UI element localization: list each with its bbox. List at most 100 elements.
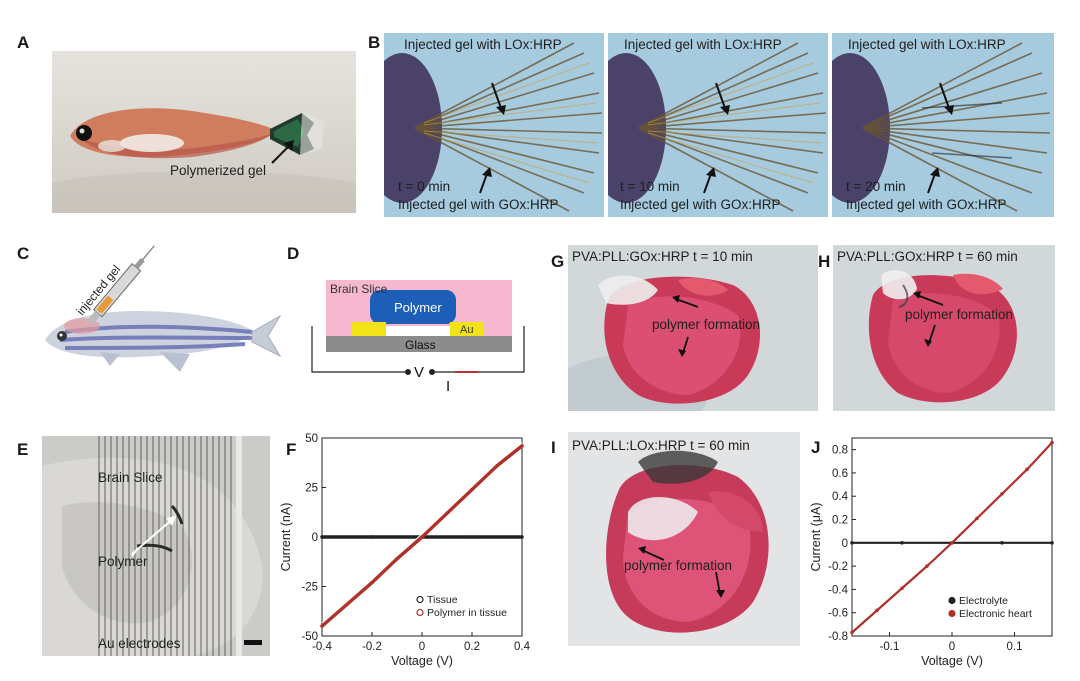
y-tick-label: -0.2: [828, 561, 848, 573]
data-point: [395, 556, 399, 561]
data-point: [1050, 540, 1054, 545]
y-axis-label: Current (nA): [279, 503, 293, 572]
annotation-b1-bottom: Injected gel with GOx:HRP: [398, 197, 559, 212]
annotation-b2-time: t = 10 min: [620, 179, 680, 194]
label-brain-slice-d: Brain Slice: [330, 282, 388, 296]
y-tick-label: -50: [301, 631, 318, 643]
annotation-polymer-formation-g: polymer formation: [652, 317, 761, 332]
y-tick-label: 25: [305, 483, 318, 495]
data-point: [1025, 467, 1029, 472]
device-schematic-drawing: Brain Slice Polymer Au Glass V I: [311, 280, 525, 395]
x-tick-label: 0.4: [514, 641, 531, 653]
data-point: [875, 608, 879, 613]
legend-marker: [416, 595, 424, 604]
data-point: [370, 535, 374, 539]
label-polymer-e: Polymer: [98, 554, 148, 569]
annotation-polymer-formation-i: polymer formation: [624, 558, 733, 573]
annotation-b3-bottom: Injected gel with GOx:HRP: [846, 197, 1007, 212]
x-tick-label: 0: [419, 641, 425, 653]
label-voltage-d: V: [414, 364, 424, 381]
zebrafish-drawing: injected gel: [45, 245, 282, 372]
y-tick-label: 50: [305, 433, 318, 445]
panel-label-i: I: [551, 438, 556, 457]
x-tick-label: -0.2: [362, 641, 382, 653]
legend-entry: Tissue: [427, 594, 458, 606]
micrograph-drawing: [42, 436, 270, 656]
chart-f-current-voltage: -0.4 -0.2 0 0.2 0.4 -50 -25 0 25 50 Voltage (V) Cur…: [279, 433, 531, 668]
data-point: [975, 516, 979, 521]
label-polymer-d: Polymer: [394, 300, 442, 315]
panel-g-heart-photo: PVA:PLL:GOx:HRP t = 10 min polymer forma…: [568, 245, 818, 411]
fin-rays-drawing-3: [832, 33, 1054, 217]
panel-label-f: F: [286, 440, 297, 459]
panel-label-h: H: [818, 252, 831, 271]
fin-rays-drawing-1: [384, 33, 604, 217]
data-point: [470, 487, 474, 492]
label-brain-slice-e: Brain Slice: [98, 470, 163, 485]
panel-label-j: J: [811, 438, 821, 457]
annotation-b1-time: t = 0 min: [398, 179, 451, 194]
y-tick-label: -0.4: [828, 584, 848, 596]
panel-label-c: C: [17, 244, 30, 263]
y-tick-label: 0.6: [832, 468, 848, 480]
data-point: [520, 535, 524, 539]
x-tick-label: 0.1: [1007, 641, 1023, 653]
fish-photo-drawing: [52, 108, 356, 213]
heart-drawing-h: [833, 245, 1055, 411]
y-tick-label: 0.2: [832, 515, 848, 527]
panel-b-fin-photo-2: Injected gel with LOx:HRP t = 10 min Inj…: [608, 33, 828, 217]
y-tick-label: 0: [312, 532, 318, 544]
legend-entry: Polymer in tissue: [427, 607, 507, 619]
data-point: [950, 540, 954, 545]
y-tick-label: 0.8: [832, 445, 848, 457]
title-panel-h: PVA:PLL:GOx:HRP t = 60 min: [837, 249, 1018, 264]
legend-marker: [948, 609, 956, 618]
legend-entry: Electrolyte: [959, 595, 1008, 607]
panel-label-b: B: [368, 33, 381, 52]
data-point: [445, 511, 449, 516]
x-tick-label: 0.2: [464, 641, 480, 653]
data-point: [370, 580, 374, 585]
annotation-polymerized-gel: Polymerized gel: [170, 163, 267, 178]
panel-e-micrograph: Brain Slice Polymer Au electrodes: [42, 436, 270, 656]
data-point: [1000, 492, 1004, 496]
annotation-b2-top: Injected gel with LOx:HRP: [624, 37, 782, 52]
label-glass-d: Glass: [405, 338, 436, 352]
legend-marker: [948, 596, 956, 605]
data-point: [520, 444, 524, 448]
x-tick-label: -0.4: [312, 641, 332, 653]
panel-d-device-schematic: Brain Slice Polymer Au Glass V I: [300, 268, 540, 398]
panel-b-fin-photo-3: Injected gel with LOx:HRP t = 20 min Inj…: [832, 33, 1054, 217]
x-axis-label: Voltage (V): [921, 654, 983, 668]
y-tick-label: 0: [842, 538, 848, 550]
annotation-b1-top: Injected gel with LOx:HRP: [404, 37, 562, 52]
panel-label-e: E: [17, 440, 29, 459]
y-axis-label: Current (μA): [809, 502, 823, 571]
y-tick-label: 0.4: [832, 491, 849, 503]
y-tick-label: -0.6: [828, 608, 848, 620]
y-tick-label: -25: [301, 582, 318, 594]
heart-drawing-i: [568, 432, 800, 646]
data-point: [850, 630, 854, 635]
panel-c-zebrafish-illustration: injected gel: [40, 240, 290, 390]
panel-label-a: A: [17, 33, 30, 52]
annotation-b2-bottom: Injected gel with GOx:HRP: [620, 197, 781, 212]
label-au-electrodes-e: Au electrodes: [98, 636, 181, 651]
title-panel-i: PVA:PLL:LOx:HRP t = 60 min: [572, 438, 750, 453]
heart-drawing-g: [568, 245, 818, 411]
chart-j-current-voltage: -0.1 0 0.1 -0.8 -0.6 -0.4 -0.2 0 0.2 0.4 0.6 0.8 Vol…: [809, 437, 1054, 668]
fin-rays-drawing-2: [608, 33, 828, 217]
label-au-d: Au: [460, 324, 473, 336]
data-point: [470, 535, 474, 539]
panel-label-d: D: [287, 244, 300, 263]
annotation-b3-top: Injected gel with LOx:HRP: [848, 37, 1006, 52]
annotation-polymer-formation-h: polymer formation: [905, 307, 1014, 322]
annotation-b3-time: t = 20 min: [846, 179, 906, 194]
data-point: [900, 586, 904, 591]
y-tick-label: -0.8: [828, 631, 848, 643]
panel-i-heart-photo: PVA:PLL:LOx:HRP t = 60 min polymer forma…: [568, 432, 800, 646]
data-point: [495, 463, 499, 468]
x-axis-label: Voltage (V): [391, 654, 453, 668]
title-panel-g: PVA:PLL:GOx:HRP t = 10 min: [572, 249, 753, 264]
data-point: [850, 540, 854, 545]
